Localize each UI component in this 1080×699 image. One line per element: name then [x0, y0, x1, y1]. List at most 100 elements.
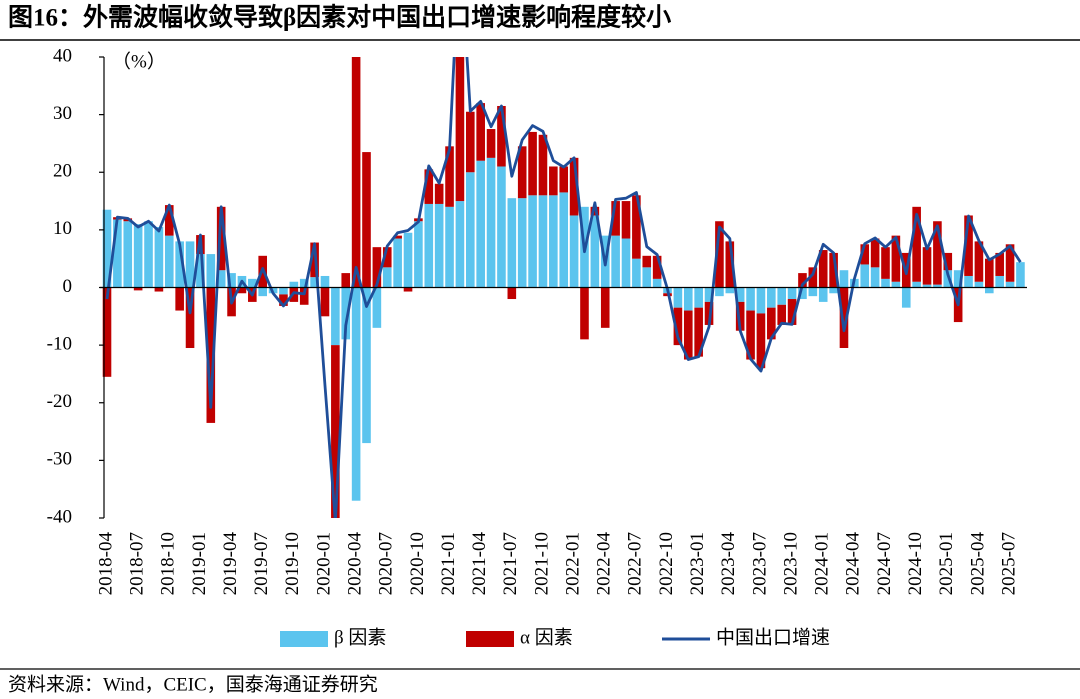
y-tick-label: 30 [53, 103, 72, 124]
bar [798, 273, 807, 288]
bar [424, 203, 434, 288]
bar [953, 270, 963, 288]
bar [185, 241, 195, 288]
bar [102, 209, 112, 288]
bar [860, 244, 870, 265]
y-tick-label: 10 [53, 218, 72, 239]
chart-title: 图16：外需波幅收敛导致β因素对中国出口增速影响程度较小 [8, 3, 671, 32]
bar [922, 284, 932, 288]
y-tick-label: -40 [47, 506, 72, 527]
bar [985, 287, 994, 294]
bar [995, 275, 1004, 288]
bar [299, 278, 309, 288]
source: 资料来源：Wind，CEIC，国泰海通证券研究 [8, 673, 378, 695]
bar [154, 287, 164, 292]
bar [403, 287, 413, 292]
x-tick-label: 2020-10 [407, 532, 428, 595]
bar [331, 345, 340, 518]
bar [248, 278, 257, 288]
bar [943, 270, 953, 288]
bar [455, 201, 465, 288]
y-tick-label: 0 [63, 276, 73, 297]
bar [227, 273, 236, 288]
bar [351, 287, 361, 501]
bar [216, 206, 226, 271]
bar [476, 160, 485, 288]
bar [808, 287, 818, 297]
bar [590, 215, 600, 288]
x-tick-label: 2018-07 [126, 532, 147, 595]
bar [517, 146, 527, 199]
bar [611, 201, 620, 236]
bar [621, 238, 631, 288]
bar [683, 287, 693, 311]
y-tick-label: -20 [47, 391, 72, 412]
bar [216, 270, 226, 288]
x-tick-label: 2023-01 [687, 532, 708, 595]
x-tick-label: 2020-01 [313, 532, 334, 595]
bar [652, 255, 662, 279]
bar [434, 203, 444, 288]
bar [818, 287, 828, 302]
bar [133, 224, 143, 288]
bar [891, 235, 901, 282]
x-tick-label: 2022-07 [625, 532, 646, 595]
bar [580, 287, 589, 340]
bar [393, 238, 402, 288]
x-tick-label: 2023-10 [780, 532, 801, 595]
bar [289, 281, 299, 288]
bar [185, 287, 195, 349]
bar [964, 215, 973, 276]
bar [331, 287, 340, 346]
bar [704, 287, 714, 302]
x-tick-label: 2023-07 [749, 532, 770, 595]
bar [372, 247, 382, 288]
bar [528, 195, 537, 288]
x-tick-label: 2023-04 [718, 532, 739, 596]
bar [486, 129, 496, 158]
x-tick-label: 2022-04 [594, 532, 615, 596]
bar [206, 254, 216, 288]
bar [777, 304, 786, 325]
bar [746, 287, 755, 311]
bar [694, 287, 703, 308]
bar [891, 281, 901, 288]
bar [870, 238, 880, 268]
bar [175, 241, 184, 288]
legend-label: 中国出口增速 [716, 626, 830, 648]
x-tick-label: 2020-07 [376, 532, 397, 595]
bar [600, 287, 610, 328]
bar [517, 198, 527, 288]
bar [382, 247, 392, 268]
bar [341, 273, 351, 288]
bar [113, 219, 122, 288]
bar [279, 294, 288, 306]
legend-swatch [280, 631, 328, 647]
x-tick-label: 2022-01 [562, 532, 583, 595]
x-tick-label: 2020-04 [344, 532, 365, 596]
x-tick-label: 2021-01 [438, 532, 459, 595]
bar [310, 277, 319, 288]
bar [808, 267, 818, 288]
bar [549, 166, 558, 196]
bar [818, 250, 828, 288]
bar [414, 221, 423, 288]
bar [870, 267, 880, 288]
x-tick-label: 2021-07 [500, 532, 521, 595]
bar [1005, 281, 1015, 288]
bar [466, 111, 475, 173]
y-axis-label: （%） [112, 50, 166, 72]
bar [196, 254, 205, 288]
bar [995, 252, 1004, 276]
bar [735, 287, 745, 302]
bar [341, 287, 351, 340]
bar [694, 307, 703, 357]
bar [528, 131, 537, 196]
bar [683, 310, 693, 360]
bar [922, 247, 932, 285]
bar [164, 205, 174, 236]
bar [933, 221, 942, 285]
x-tick-label: 2021-10 [531, 532, 552, 595]
bar [756, 313, 766, 369]
bar [133, 287, 143, 291]
